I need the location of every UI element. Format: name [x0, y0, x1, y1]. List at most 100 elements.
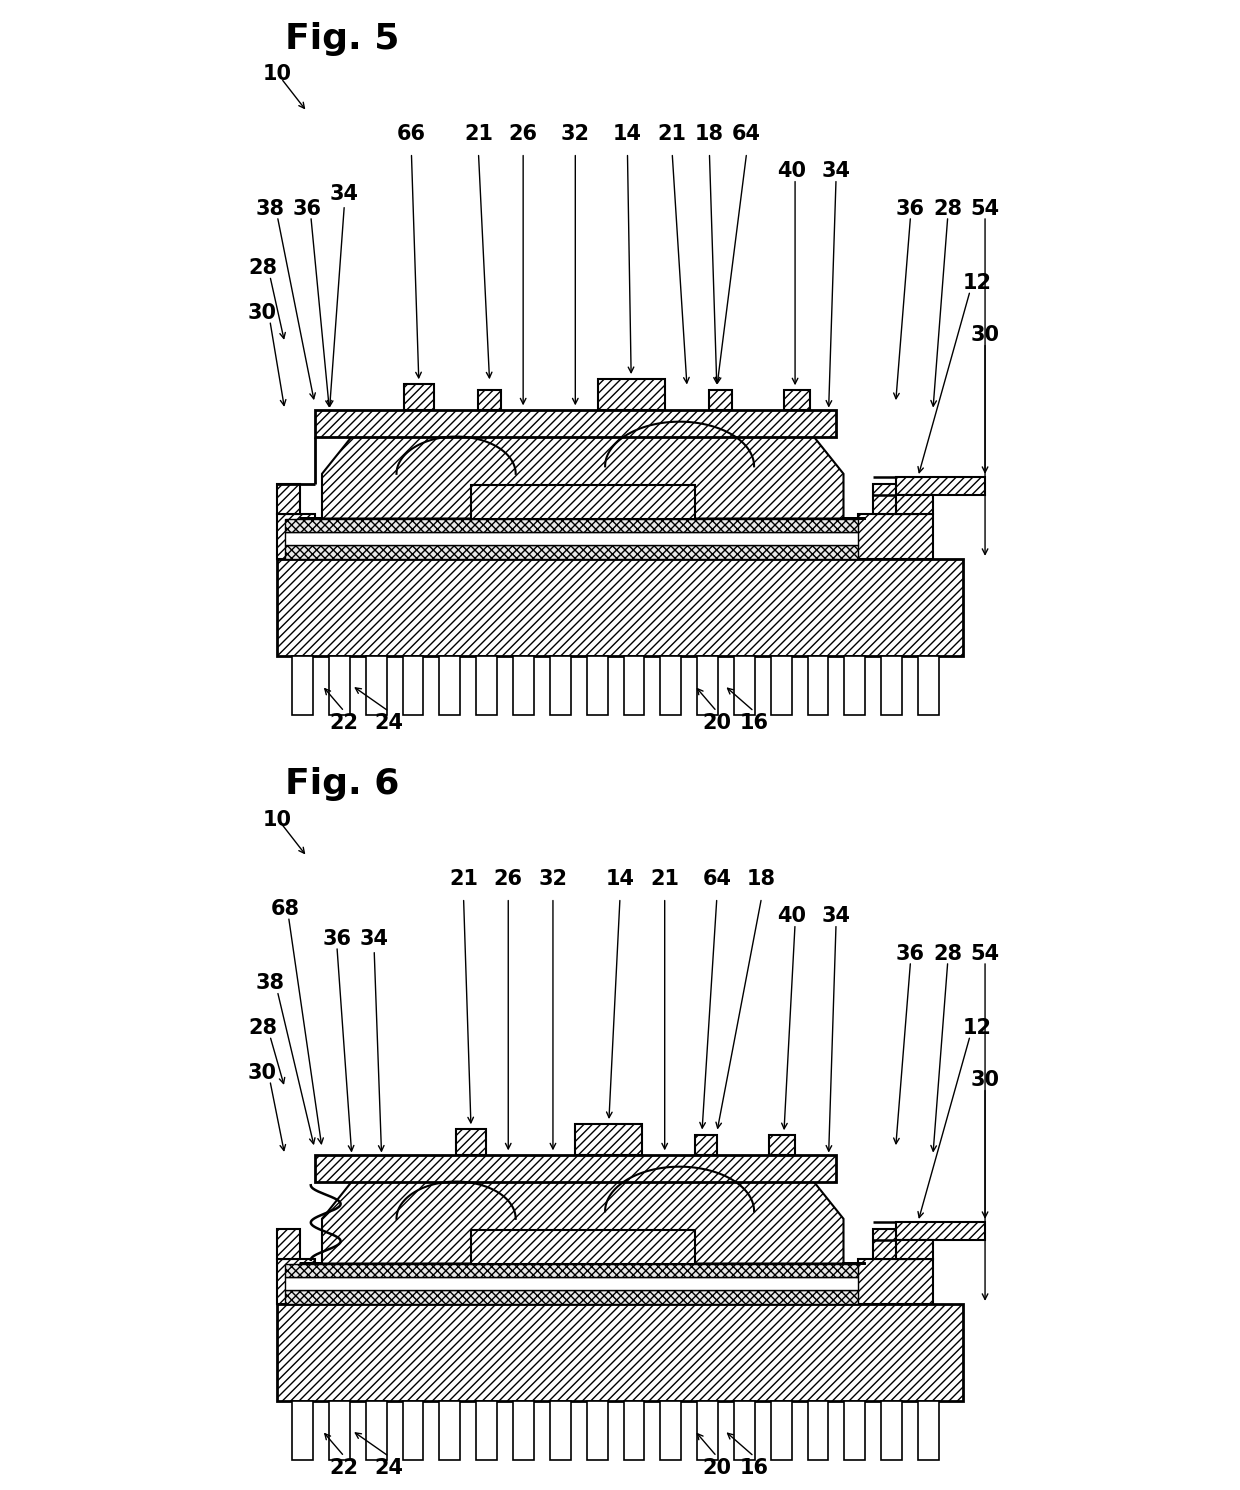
- Text: 16: 16: [739, 1457, 769, 1478]
- Bar: [844, 656, 866, 715]
- Bar: [471, 486, 694, 519]
- Bar: [285, 1277, 858, 1290]
- Bar: [513, 1401, 534, 1460]
- Text: 28: 28: [934, 198, 962, 219]
- Text: 10: 10: [263, 64, 291, 85]
- Text: 12: 12: [963, 1018, 992, 1039]
- Bar: [873, 1229, 918, 1259]
- Text: 21: 21: [449, 869, 479, 890]
- Bar: [858, 1259, 932, 1304]
- Bar: [873, 484, 918, 514]
- Bar: [769, 1135, 795, 1156]
- Bar: [278, 1304, 962, 1401]
- Bar: [844, 1401, 866, 1460]
- Text: 34: 34: [360, 928, 388, 949]
- Bar: [403, 656, 424, 715]
- Text: 30: 30: [248, 302, 277, 323]
- Text: 16: 16: [739, 712, 769, 733]
- Text: 12: 12: [963, 273, 992, 294]
- Bar: [278, 514, 315, 559]
- Bar: [807, 656, 828, 715]
- Text: 26: 26: [508, 124, 538, 145]
- Bar: [278, 484, 300, 514]
- Text: 38: 38: [255, 973, 284, 994]
- Text: 38: 38: [255, 198, 284, 219]
- Bar: [285, 532, 858, 545]
- Text: 28: 28: [248, 1018, 277, 1039]
- Text: 18: 18: [694, 124, 724, 145]
- Bar: [476, 656, 497, 715]
- Bar: [624, 1401, 645, 1460]
- Text: 34: 34: [822, 161, 851, 182]
- Bar: [858, 514, 932, 559]
- Text: 32: 32: [560, 124, 590, 145]
- Text: 54: 54: [971, 198, 999, 219]
- Bar: [895, 495, 932, 514]
- Text: 14: 14: [613, 124, 642, 145]
- Polygon shape: [300, 437, 866, 519]
- Bar: [293, 656, 312, 715]
- Text: 14: 14: [605, 869, 635, 890]
- Bar: [771, 656, 791, 715]
- Polygon shape: [300, 1182, 866, 1264]
- Bar: [285, 545, 858, 559]
- Bar: [439, 1401, 460, 1460]
- Bar: [439, 656, 460, 715]
- Bar: [771, 1401, 791, 1460]
- Text: 24: 24: [374, 712, 403, 733]
- Bar: [709, 390, 732, 410]
- Text: 21: 21: [650, 869, 680, 890]
- Bar: [366, 1401, 387, 1460]
- Text: 21: 21: [657, 124, 687, 145]
- Text: 30: 30: [248, 1062, 277, 1083]
- Bar: [278, 1259, 315, 1304]
- Bar: [882, 1401, 901, 1460]
- Bar: [404, 384, 434, 410]
- Text: 22: 22: [330, 1457, 358, 1478]
- Text: 28: 28: [934, 943, 962, 964]
- Bar: [734, 1401, 755, 1460]
- Bar: [315, 1156, 836, 1182]
- Bar: [697, 656, 718, 715]
- Bar: [278, 1229, 300, 1259]
- Bar: [329, 656, 350, 715]
- Bar: [734, 656, 755, 715]
- Bar: [456, 1129, 486, 1156]
- Bar: [315, 410, 836, 437]
- Text: 68: 68: [270, 898, 299, 919]
- Bar: [661, 1401, 681, 1460]
- Text: 32: 32: [538, 869, 568, 890]
- Text: 30: 30: [971, 325, 999, 346]
- Bar: [807, 1401, 828, 1460]
- Text: 18: 18: [746, 869, 776, 890]
- Bar: [549, 656, 570, 715]
- Text: 36: 36: [897, 198, 925, 219]
- Bar: [624, 656, 645, 715]
- Bar: [476, 1401, 497, 1460]
- Bar: [598, 378, 665, 410]
- Bar: [285, 519, 858, 532]
- Text: 40: 40: [776, 161, 806, 182]
- Bar: [366, 656, 387, 715]
- Bar: [587, 656, 608, 715]
- Text: 28: 28: [248, 258, 277, 279]
- Bar: [784, 390, 810, 410]
- Bar: [285, 1290, 858, 1304]
- Bar: [895, 1240, 932, 1259]
- Text: 64: 64: [702, 869, 732, 890]
- Text: 21: 21: [464, 124, 494, 145]
- Bar: [918, 656, 939, 715]
- Text: Fig. 5: Fig. 5: [285, 22, 399, 57]
- Text: 36: 36: [897, 943, 925, 964]
- Text: 36: 36: [322, 928, 351, 949]
- Bar: [403, 1401, 424, 1460]
- Text: Fig. 6: Fig. 6: [285, 767, 399, 802]
- Bar: [329, 1401, 350, 1460]
- Text: 26: 26: [494, 869, 523, 890]
- Text: 54: 54: [971, 943, 999, 964]
- Bar: [895, 477, 985, 495]
- Bar: [285, 1264, 858, 1277]
- Bar: [278, 559, 962, 656]
- Text: 22: 22: [330, 712, 358, 733]
- Text: 20: 20: [702, 1457, 732, 1478]
